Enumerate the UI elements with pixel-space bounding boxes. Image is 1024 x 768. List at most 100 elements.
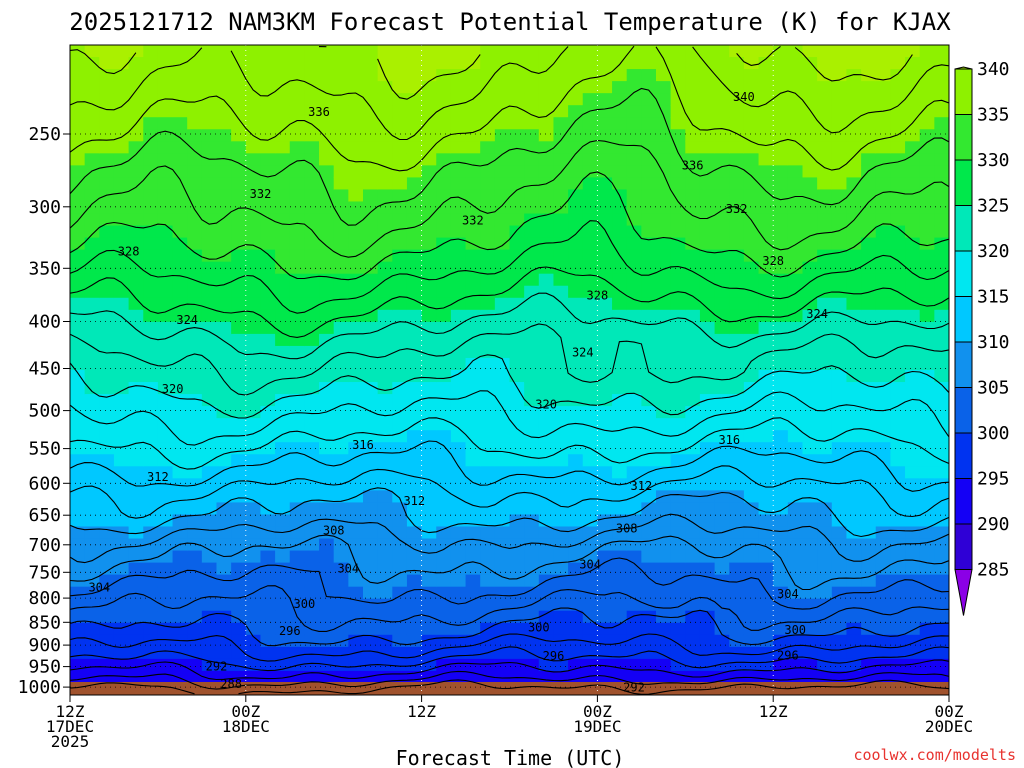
field-cell <box>465 646 481 660</box>
field-cell <box>714 213 730 227</box>
field-cell <box>450 93 467 106</box>
contour-label: 292 <box>206 660 228 674</box>
field-cell <box>363 634 379 648</box>
field-cell <box>831 117 848 130</box>
field-cell <box>84 622 100 636</box>
field-cell <box>289 237 305 251</box>
field-cell <box>714 237 730 251</box>
field-cell <box>289 550 305 564</box>
field-cell <box>612 370 628 383</box>
field-cell <box>465 586 481 600</box>
field-cell <box>494 490 511 504</box>
field-cell <box>275 586 291 600</box>
field-cell <box>99 670 115 684</box>
field-cell <box>289 382 305 395</box>
field-cell <box>656 69 672 82</box>
field-cell <box>143 237 159 251</box>
field-cell <box>319 634 335 648</box>
field-cell <box>333 93 349 106</box>
field-cell <box>319 165 335 179</box>
field-cell <box>304 610 320 624</box>
field-cell <box>509 333 525 347</box>
field-cell <box>494 213 511 227</box>
y-tick-label: 800 <box>28 588 61 609</box>
field-cell <box>758 165 774 179</box>
field-cell <box>99 357 115 371</box>
field-cell <box>861 93 877 106</box>
field-cell <box>773 670 789 684</box>
field-cell <box>890 586 906 600</box>
field-cell <box>538 297 555 311</box>
field-cell <box>626 153 642 166</box>
field-cell <box>363 57 379 70</box>
field-cell <box>612 406 628 419</box>
y-tick-label: 250 <box>28 124 61 145</box>
field-cell <box>919 586 935 600</box>
field-cell <box>729 249 745 263</box>
field-cell <box>245 550 262 564</box>
field-cell <box>157 357 174 371</box>
field-cell <box>538 213 555 227</box>
field-cell <box>436 538 452 552</box>
field-cell <box>890 430 906 443</box>
contour-label: 332 <box>250 187 272 201</box>
field-cell <box>919 442 935 455</box>
field-cell <box>729 45 745 58</box>
field-cell <box>128 57 144 70</box>
field-cell <box>70 382 86 395</box>
field-cell <box>128 105 144 118</box>
contour-line <box>70 292 949 360</box>
field-cell <box>538 333 555 347</box>
field-cell <box>289 81 305 94</box>
field-cell <box>436 153 452 166</box>
field-cell <box>465 622 481 636</box>
field-cell <box>128 297 144 311</box>
field-cell <box>656 562 672 576</box>
field-cell <box>685 141 701 154</box>
field-cell <box>626 574 642 588</box>
field-cell <box>568 249 584 263</box>
field-cell <box>787 418 804 431</box>
field-cell <box>597 105 613 118</box>
field-cell <box>875 297 891 311</box>
field-cell <box>450 382 467 395</box>
field-cell <box>626 261 642 275</box>
field-cell <box>201 478 218 491</box>
field-cell <box>172 45 188 58</box>
field-cell <box>216 622 232 636</box>
field-cell <box>377 430 393 443</box>
field-cell <box>377 382 393 395</box>
field-cell <box>392 225 408 239</box>
field-cell <box>685 598 701 612</box>
field-cell <box>568 658 584 672</box>
colorbar-swatch <box>954 159 973 206</box>
field-cell <box>245 333 262 347</box>
field-cell <box>494 69 511 82</box>
field-cell <box>729 309 745 323</box>
field-cell <box>861 442 877 455</box>
field-cell <box>582 634 598 648</box>
field-cell <box>406 81 423 94</box>
field-cell <box>128 658 144 672</box>
field-cell <box>656 201 672 215</box>
field-cell <box>260 333 276 347</box>
field-cell <box>128 273 144 287</box>
field-cell <box>157 285 174 299</box>
field-cell <box>597 189 613 203</box>
x-tick-label: 18DEC <box>222 717 270 736</box>
field-cell <box>363 370 379 383</box>
field-cell <box>275 129 291 142</box>
field-cell <box>157 466 174 479</box>
field-cell <box>450 406 467 419</box>
field-cell <box>729 261 745 275</box>
field-cell <box>729 610 745 624</box>
field-cell <box>113 285 130 299</box>
field-cell <box>113 454 130 467</box>
field-cell <box>245 454 262 467</box>
contour-label: 312 <box>403 494 425 508</box>
field-cell <box>99 213 115 227</box>
field-cell <box>289 93 305 106</box>
field-cell <box>480 526 496 540</box>
field-cell <box>319 225 335 239</box>
field-cell <box>846 129 862 142</box>
